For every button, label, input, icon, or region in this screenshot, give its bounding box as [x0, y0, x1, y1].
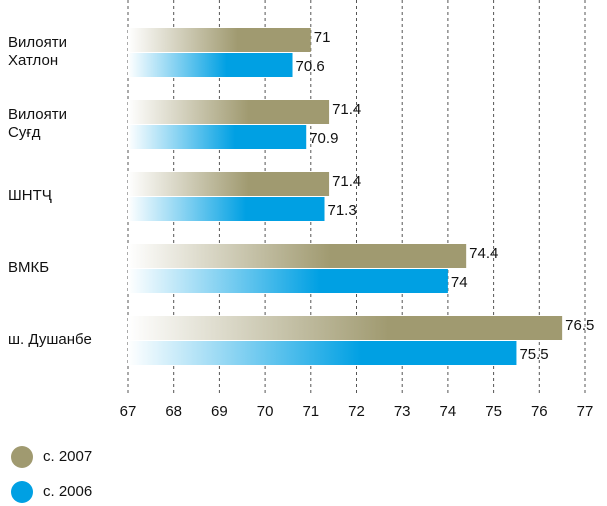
x-tick-label: 77 — [577, 403, 594, 420]
category-label: ШНТҶ — [8, 187, 52, 204]
legend-swatch — [11, 481, 33, 503]
x-tick-label: 72 — [348, 403, 365, 420]
legend-swatch — [11, 446, 33, 468]
bar — [128, 172, 330, 196]
category-label: Вилояти Суғд — [8, 106, 68, 141]
bar — [128, 244, 467, 268]
value-label: 74 — [451, 274, 468, 291]
value-label: 76.5 — [565, 317, 594, 334]
value-label: 74.4 — [469, 245, 498, 262]
x-tick-label: 74 — [440, 403, 457, 420]
x-tick-label: 70 — [257, 403, 274, 420]
x-tick-label: 76 — [531, 403, 548, 420]
bar — [128, 28, 311, 52]
bar — [128, 125, 307, 149]
bar — [128, 316, 563, 340]
x-tick-label: 69 — [211, 403, 228, 420]
bar — [128, 100, 330, 124]
legend-label: с. 2007 — [43, 448, 92, 465]
value-label: 70.9 — [309, 130, 338, 147]
value-label: 70.6 — [296, 58, 325, 75]
value-label: 71 — [314, 29, 331, 46]
x-tick-label: 71 — [302, 403, 319, 420]
value-label: 75.5 — [519, 346, 548, 363]
category-label: ВМКБ — [8, 259, 50, 276]
x-tick-label: 67 — [120, 403, 137, 420]
x-tick-label: 75 — [485, 403, 502, 420]
legend-label: с. 2006 — [43, 483, 92, 500]
value-label: 71.3 — [328, 202, 357, 219]
category-label: Вилояти Хатлон — [8, 34, 68, 69]
value-label: 71.4 — [332, 173, 361, 190]
value-label: 71.4 — [332, 101, 361, 118]
bar — [128, 53, 293, 77]
x-tick-label: 68 — [165, 403, 182, 420]
category-label: ш. Душанбе — [8, 331, 92, 348]
bar — [128, 341, 517, 365]
x-tick-label: 73 — [394, 403, 411, 420]
bar — [128, 197, 325, 221]
bar — [128, 269, 448, 293]
